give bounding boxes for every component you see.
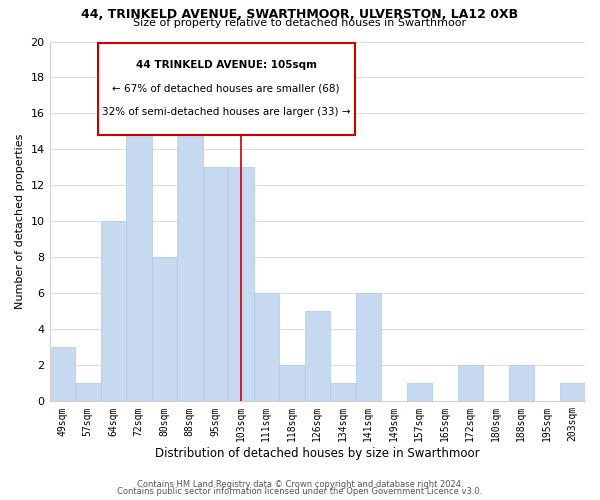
Bar — [254, 294, 279, 402]
Bar — [203, 168, 228, 402]
Text: 32% of semi-detached houses are larger (33) →: 32% of semi-detached houses are larger (… — [102, 106, 350, 117]
Bar — [305, 312, 330, 402]
Bar — [560, 384, 585, 402]
Text: 44 TRINKELD AVENUE: 105sqm: 44 TRINKELD AVENUE: 105sqm — [136, 60, 317, 70]
Bar — [509, 366, 534, 402]
Text: ← 67% of detached houses are smaller (68): ← 67% of detached houses are smaller (68… — [112, 84, 340, 94]
Bar — [279, 366, 305, 402]
Y-axis label: Number of detached properties: Number of detached properties — [15, 134, 25, 309]
Bar — [101, 222, 126, 402]
Bar — [75, 384, 101, 402]
Text: Contains HM Land Registry data © Crown copyright and database right 2024.: Contains HM Land Registry data © Crown c… — [137, 480, 463, 489]
Bar — [228, 168, 254, 402]
X-axis label: Distribution of detached houses by size in Swarthmoor: Distribution of detached houses by size … — [155, 447, 479, 460]
Bar — [152, 258, 177, 402]
Text: 44, TRINKELD AVENUE, SWARTHMOOR, ULVERSTON, LA12 0XB: 44, TRINKELD AVENUE, SWARTHMOOR, ULVERST… — [82, 8, 518, 20]
Text: Contains public sector information licensed under the Open Government Licence v3: Contains public sector information licen… — [118, 487, 482, 496]
Bar — [330, 384, 356, 402]
Text: Size of property relative to detached houses in Swarthmoor: Size of property relative to detached ho… — [133, 18, 467, 28]
Bar — [126, 114, 152, 402]
FancyBboxPatch shape — [98, 44, 355, 135]
Bar — [458, 366, 483, 402]
Bar — [50, 348, 75, 402]
Bar — [356, 294, 381, 402]
Bar — [407, 384, 432, 402]
Bar — [177, 132, 203, 402]
